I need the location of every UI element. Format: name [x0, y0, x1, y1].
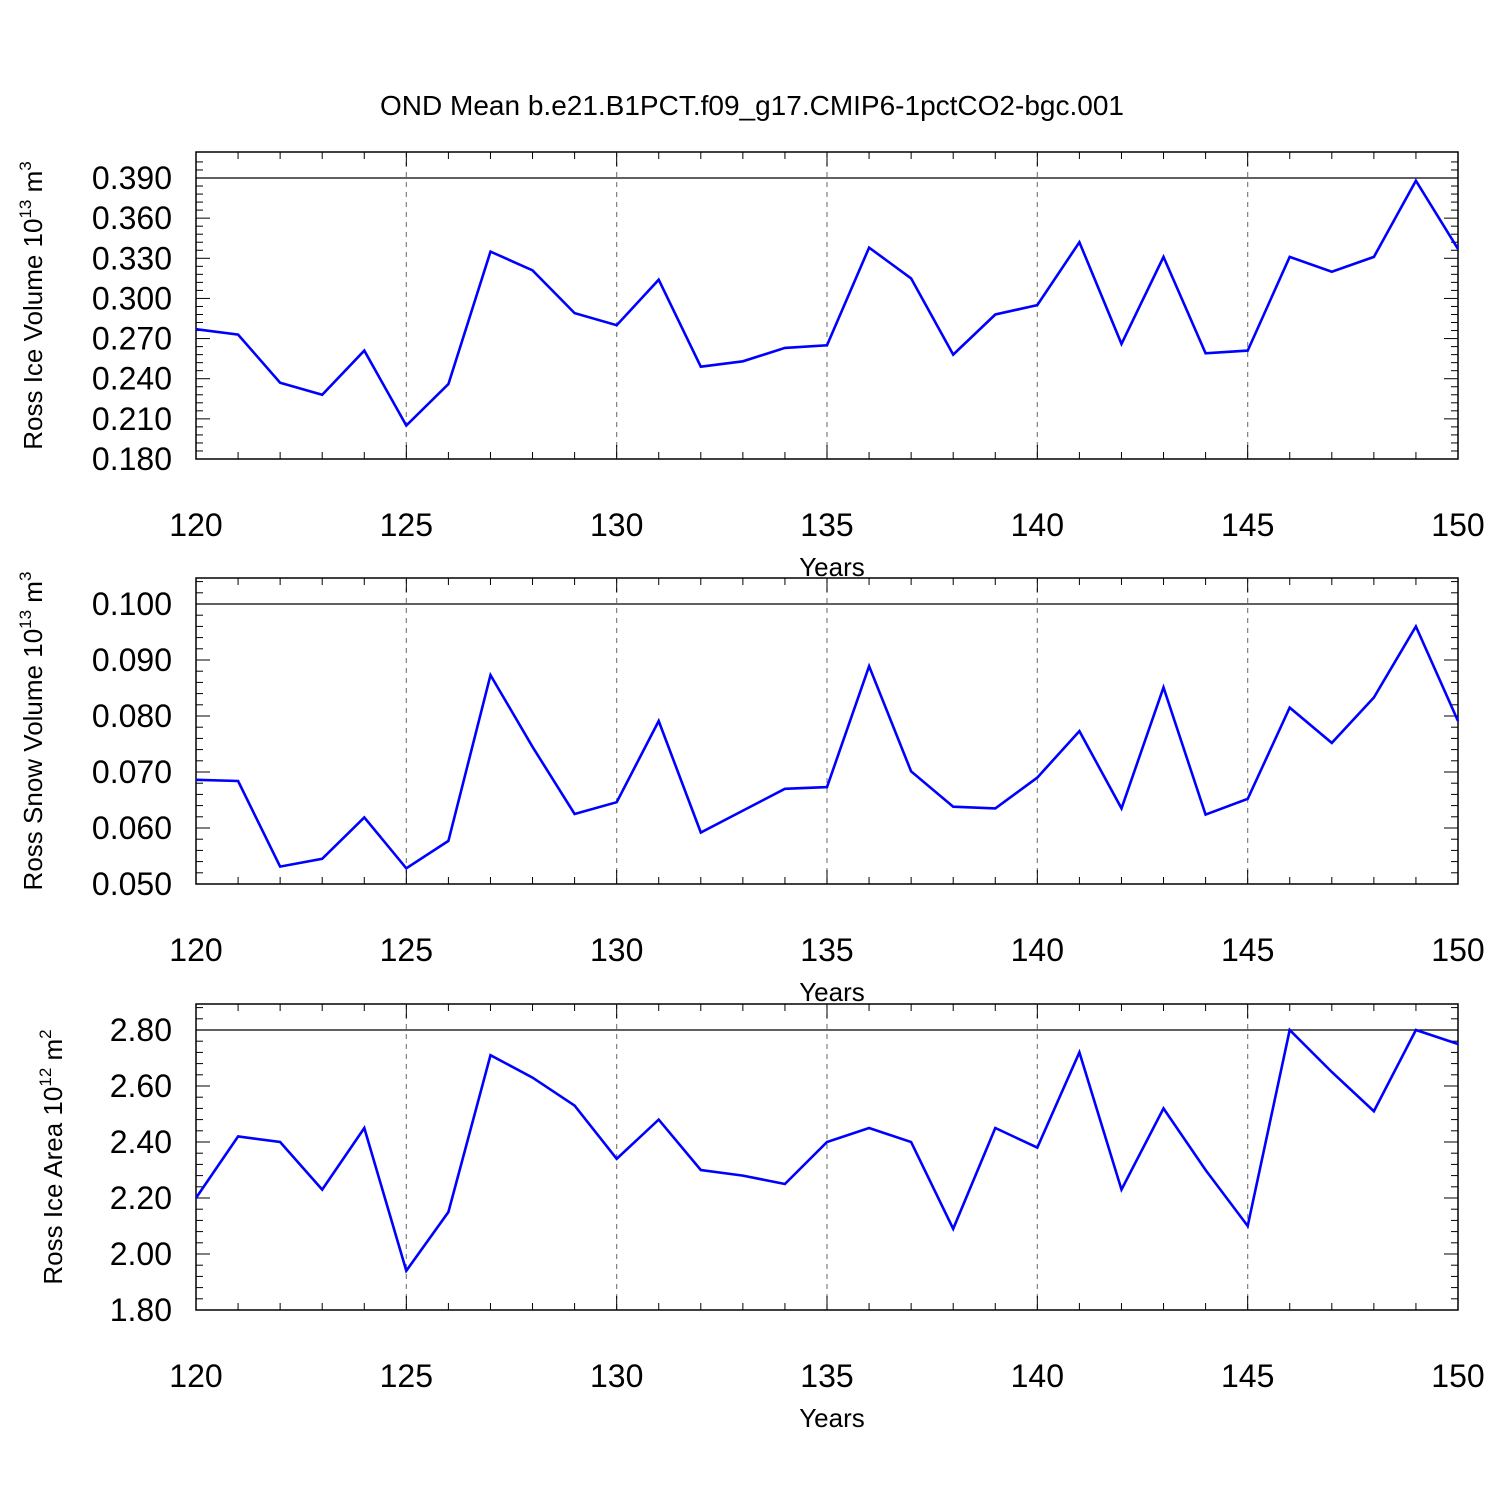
x-tick-label: 140 — [1011, 507, 1064, 543]
panel-3: 1.80 2.00 2.20 2.40 2.60 2.80 120 125 130 135 140 1… — [36, 1003, 1485, 1433]
x-tick-label: 135 — [800, 1358, 853, 1394]
x-tick-label: 130 — [590, 507, 643, 543]
y-tick-label: 0.300 — [92, 280, 172, 316]
panel-1: 0.180 0.210 0.240 0.270 0.300 0.330 0.360 0.390… — [16, 151, 1485, 582]
x-tick-label: 150 — [1431, 507, 1484, 543]
y-tick-label: 0.330 — [92, 240, 172, 276]
y-axis-title-exp: 12 — [36, 1068, 55, 1087]
y-tick-label: 2.40 — [110, 1124, 172, 1160]
x-tick-label: 135 — [800, 507, 853, 543]
x-tick-label: 125 — [380, 932, 433, 968]
y-tick-label: 0.240 — [92, 361, 172, 397]
x-tick-label: 150 — [1431, 1358, 1484, 1394]
y-axis-title: Ross Snow Volume 1013 m3 — [16, 572, 48, 891]
x-tick-label: 145 — [1221, 932, 1274, 968]
y-tick-label: 0.070 — [92, 754, 172, 790]
y-axis-title-main: Ross Snow Volume 10 — [18, 629, 48, 891]
y-tick-label: 0.060 — [92, 810, 172, 846]
series-line — [195, 178, 1460, 428]
x-tick-label: 125 — [380, 507, 433, 543]
x-tick-label: 140 — [1011, 1358, 1064, 1394]
x-tick-label: 145 — [1221, 1358, 1274, 1394]
x-tick-label: 125 — [380, 1358, 433, 1394]
y-tick-label: 0.270 — [92, 321, 172, 357]
x-tick-label: 135 — [800, 932, 853, 968]
y-axis-title-unit-exp: 3 — [16, 572, 35, 581]
x-axis-title: Years — [799, 977, 865, 1007]
y-tick-label: 0.390 — [92, 160, 172, 196]
y-axis-title-main: Ross Ice Volume 10 — [18, 219, 48, 450]
series-line — [194, 1027, 1459, 1274]
y-tick-label: 2.60 — [110, 1068, 172, 1104]
panels: 0.180 0.210 0.240 0.270 0.300 0.330 0.360 0.390… — [16, 151, 1485, 1433]
y-axis-title-unit-exp: 3 — [16, 161, 35, 170]
y-tick-label: 1.80 — [110, 1292, 172, 1328]
y-axis-title-exp: 13 — [16, 610, 35, 629]
y-axis-title-exp: 13 — [16, 200, 35, 219]
panel-2: 0.050 0.060 0.070 0.080 0.090 0.100 120 125 130 1… — [16, 572, 1485, 1007]
y-axis-title: Ross Ice Area 1012 m2 — [36, 1029, 68, 1284]
y-tick-label: 0.090 — [92, 642, 172, 678]
x-tick-label: 150 — [1431, 932, 1484, 968]
x-tick-label: 130 — [590, 932, 643, 968]
y-tick-label: 0.210 — [92, 401, 172, 437]
chart-title: OND Mean b.e21.B1PCT.f09_g17.CMIP6-1pctC… — [380, 90, 1124, 121]
x-tick-label: 130 — [590, 1358, 643, 1394]
y-axis-title-unit-exp: 2 — [36, 1029, 55, 1038]
y-tick-label: 0.180 — [92, 441, 172, 477]
y-axis-title-main: Ross Ice Area 10 — [38, 1087, 68, 1285]
y-tick-label: 2.00 — [110, 1236, 172, 1272]
y-axis-title-unit: m — [38, 1039, 68, 1068]
y-axis-title-unit: m — [18, 171, 48, 200]
y-tick-label: 2.80 — [110, 1012, 172, 1048]
y-axis-title-unit: m — [18, 581, 48, 610]
y-tick-label: 0.080 — [92, 698, 172, 734]
x-tick-label: 120 — [169, 507, 222, 543]
y-tick-label: 2.20 — [110, 1180, 172, 1216]
y-tick-label: 0.100 — [92, 586, 172, 622]
x-tick-label: 120 — [169, 1358, 222, 1394]
x-axis-title: Years — [799, 552, 865, 582]
y-tick-label: 0.050 — [92, 866, 172, 902]
y-axis-title: Ross Ice Volume 1013 m3 — [16, 161, 48, 450]
series-line — [195, 623, 1460, 871]
x-tick-label: 140 — [1011, 932, 1064, 968]
x-axis-title: Years — [799, 1403, 865, 1433]
x-tick-label: 145 — [1221, 507, 1274, 543]
x-tick-label: 120 — [169, 932, 222, 968]
y-tick-label: 0.360 — [92, 200, 172, 236]
